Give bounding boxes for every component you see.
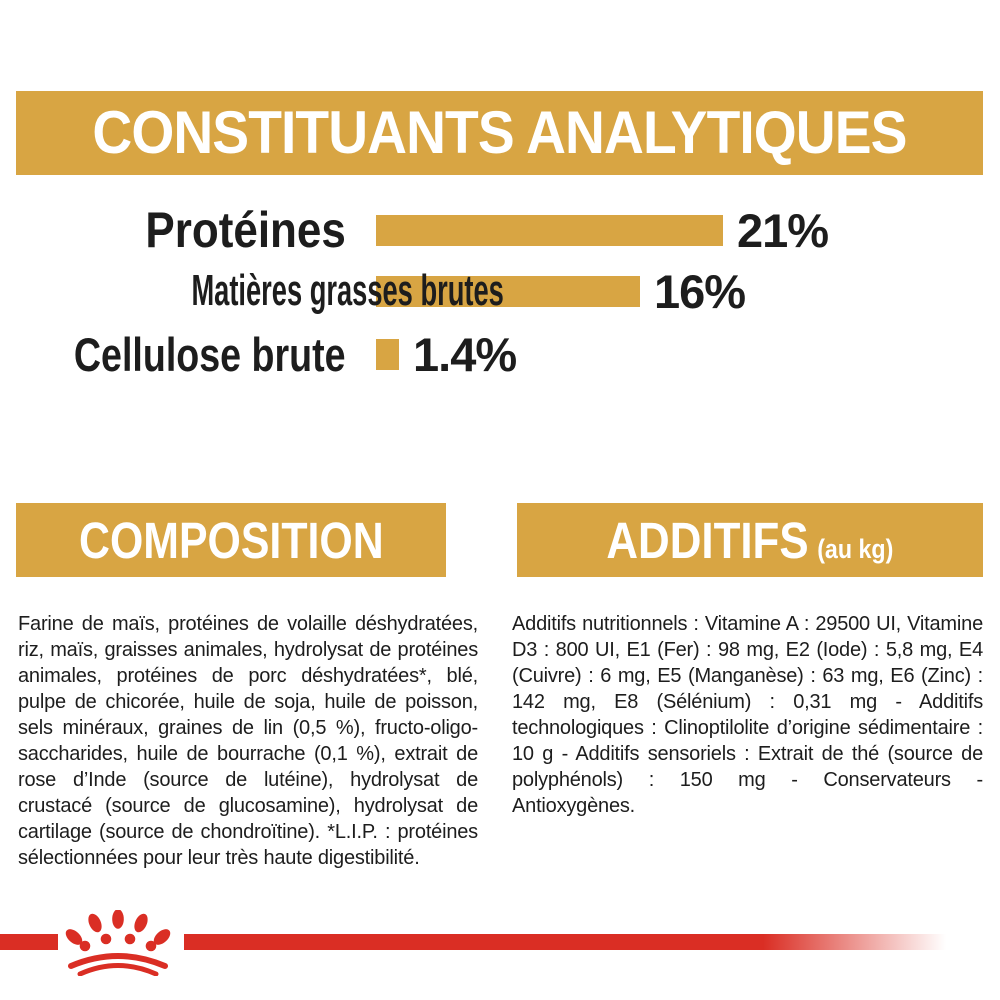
nutrient-label: Matières grasses brutes: [191, 266, 504, 315]
additives-title-suffix: (au kg): [817, 533, 894, 564]
nutrient-bar: [376, 338, 399, 370]
nutrient-bar: [376, 275, 640, 307]
analytical-constituents-title: CONSTITUANTS ANALYTIQUES: [92, 99, 907, 166]
nutrient-label: Protéines: [145, 202, 346, 258]
nutrient-bar-area: 16%: [376, 264, 746, 318]
nutrient-bar-area: 1.4%: [376, 327, 517, 381]
nutrient-label: Cellulose brute: [74, 327, 346, 381]
brand-band-left: [0, 934, 58, 950]
analytical-constituents-banner: CONSTITUANTS ANALYTIQUES: [16, 91, 983, 175]
nutrient-row-crude-fibre: Cellulose brute 1.4%: [0, 323, 1000, 385]
brand-band-right: [184, 934, 946, 950]
nutrient-value: 1.4%: [413, 327, 517, 381]
nutrient-bar: [376, 214, 723, 246]
additives-text: Additifs nutritionnels : Vitamine A : 29…: [512, 613, 983, 817]
additives-title: ADDITIFS: [606, 511, 809, 569]
royal-canin-crown-logo: [65, 910, 171, 976]
additives-banner: ADDITIFS (au kg): [517, 503, 983, 577]
nutrient-value: 16%: [654, 264, 746, 318]
nutrient-row-proteins: Protéines 21%: [0, 199, 1000, 261]
nutrient-bar-area: 21%: [376, 203, 829, 257]
composition-text: Farine de maïs, protéines de volaille dé…: [18, 613, 478, 869]
composition-title: COMPOSITION: [78, 511, 384, 569]
nutrient-row-crude-fat: Matières grasses brutes 16%: [0, 260, 1000, 322]
composition-banner: COMPOSITION: [16, 503, 446, 577]
nutrient-value: 21%: [737, 203, 829, 257]
